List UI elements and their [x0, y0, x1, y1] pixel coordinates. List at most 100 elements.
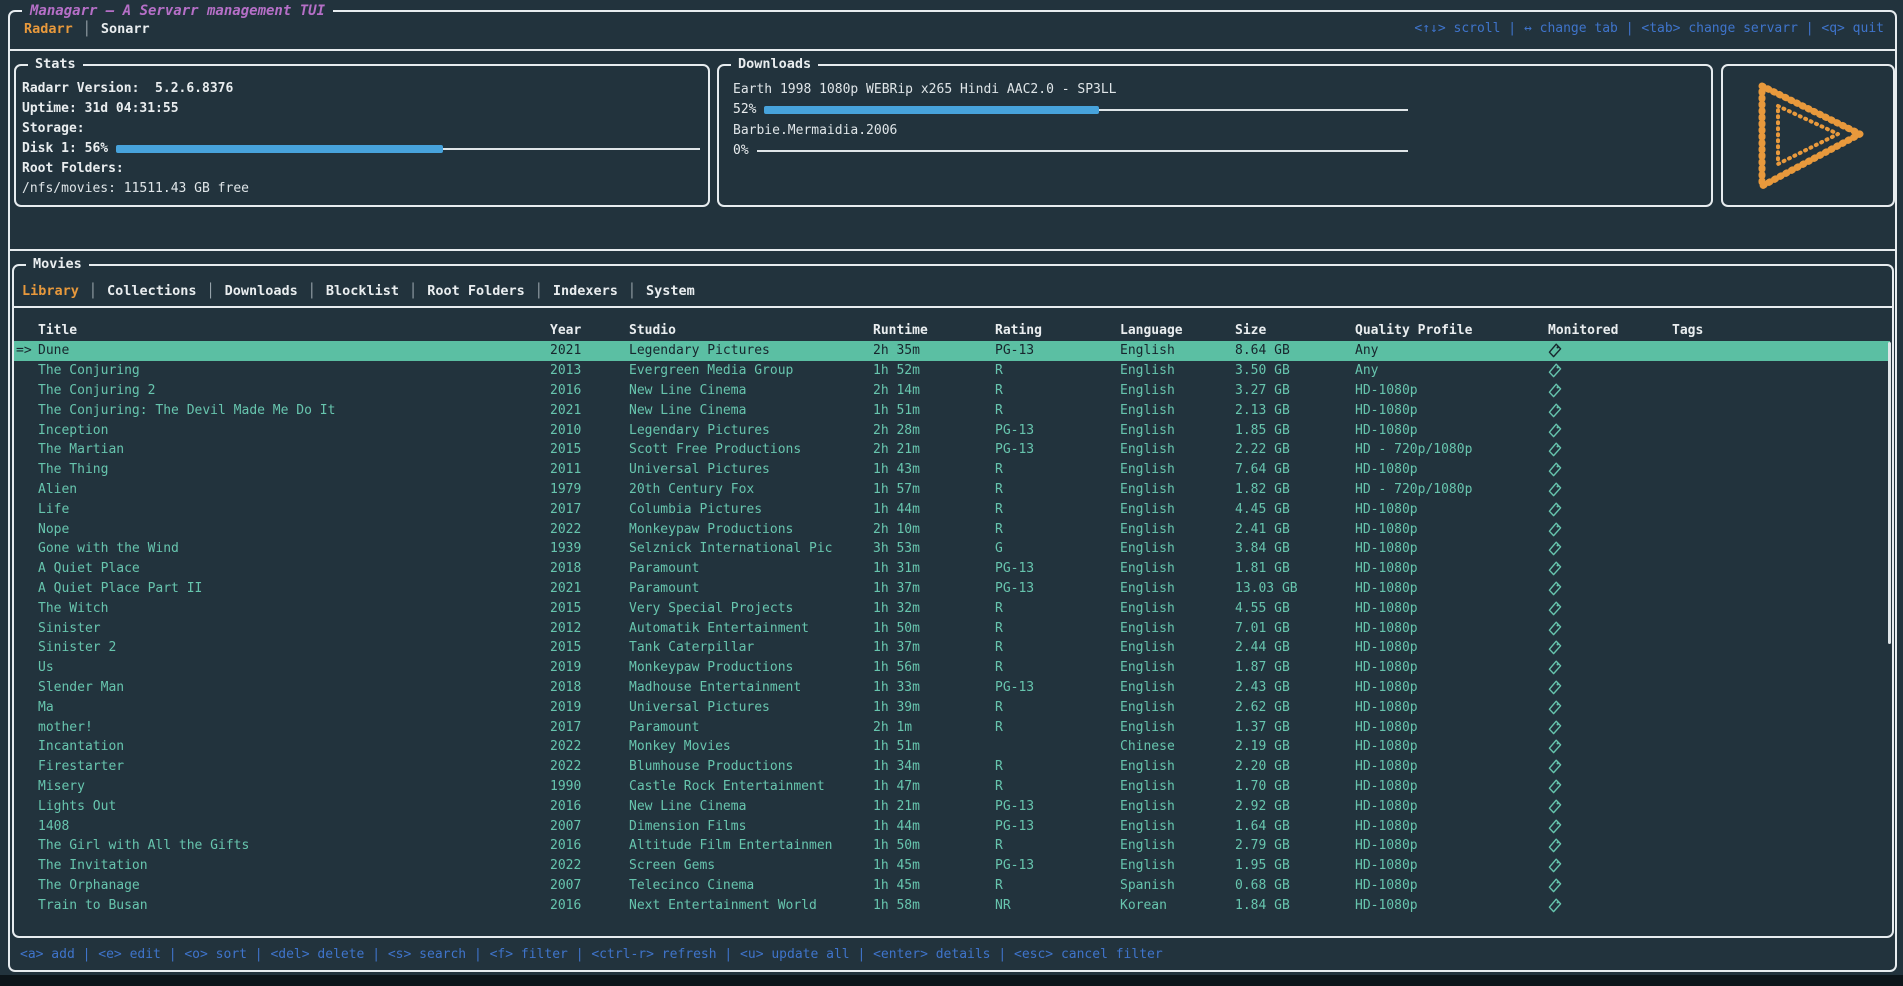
header-cell-rating: Rating	[995, 322, 1042, 338]
cell-quality_profile: HD-1080p	[1355, 422, 1418, 438]
cell-monitored	[1548, 363, 1672, 378]
downloads-panel	[717, 64, 1713, 207]
monitored-tag-icon	[1548, 363, 1562, 378]
table-scrollbar[interactable]	[1888, 342, 1891, 644]
monitored-tag-icon	[1548, 581, 1562, 596]
cell-quality_profile: HD - 720p/1080p	[1355, 481, 1473, 497]
table-row[interactable]: Sinister 2012 Automatik Entertainment 1h 50…	[14, 618, 1890, 638]
cell-rating: R	[995, 462, 1003, 478]
monitored-tag-icon	[1548, 522, 1562, 536]
table-row[interactable]: Life 2017 Columbia Pictures 1h 44m R English 4…	[14, 499, 1890, 519]
monitored-tag-icon	[1548, 779, 1562, 794]
cell-language: English	[1120, 660, 1175, 676]
table-row[interactable]: Nope 2022 Monkeypaw Productions 2h 10m R Engl…	[14, 519, 1890, 539]
tab-radarr[interactable]: Radarr	[24, 21, 73, 37]
table-row[interactable]: 1408 2007 Dimension Films 1h 44m PG-13 Englis…	[14, 816, 1890, 836]
table-row[interactable]: Ma 2019 Universal Pictures 1h 39m R English 2.…	[14, 697, 1890, 717]
table-row[interactable]: The Witch 2015 Very Special Projects 1h 32m…	[14, 598, 1890, 618]
cell-quality_profile: HD-1080p	[1355, 640, 1418, 656]
table-row[interactable]: Train to Busan 2016 Next Entertainment Wor…	[14, 895, 1890, 915]
tab-root-folders[interactable]: Root Folders	[427, 283, 525, 299]
table-row[interactable]: Misery 1990 Castle Rock Entertainment 1h 47…	[14, 777, 1890, 797]
cell-size: 2.62 GB	[1235, 699, 1290, 715]
cell-studio: Very Special Projects	[629, 600, 794, 616]
cell-rating: NR	[995, 897, 1011, 913]
table-row[interactable]: Sinister 2 2015 Tank Caterpillar 1h 37m R Eng…	[14, 638, 1890, 658]
cell-runtime: 1h 56m	[873, 660, 920, 676]
cell-studio: Scott Free Productions	[629, 442, 802, 458]
cell-runtime: 1h 32m	[873, 600, 920, 616]
cell-runtime: 1h 50m	[873, 620, 920, 636]
cell-monitored	[1548, 878, 1672, 893]
table-row[interactable]: => Dune 2021 Legendary Pictures 2h 35m PG-13 E…	[14, 341, 1890, 361]
cell-language: English	[1120, 798, 1175, 814]
tab-downloads[interactable]: Downloads	[224, 283, 298, 299]
table-row[interactable]: The Thing 2011 Universal Pictures 1h 43m R En…	[14, 460, 1890, 480]
table-row[interactable]: Alien 1979 20th Century Fox 1h 57m R English 1…	[14, 480, 1890, 500]
table-row[interactable]: The Conjuring 2 2016 New Line Cinema 2h 14m…	[14, 381, 1890, 401]
table-row[interactable]: Inception 2010 Legendary Pictures 2h 28m PG-…	[14, 420, 1890, 440]
cell-quality_profile: HD-1080p	[1355, 501, 1418, 517]
tab-collections[interactable]: Collections	[107, 283, 197, 299]
cell-quality_profile: HD-1080p	[1355, 818, 1418, 834]
cell-monitored	[1548, 462, 1672, 477]
cell-title: Life	[38, 501, 70, 517]
cell-year: 2018	[550, 561, 582, 577]
cell-title: Sinister	[38, 620, 101, 636]
tab-indexers[interactable]: Indexers	[552, 283, 618, 299]
footer-keybinds: <a> add | <e> edit | <o> sort | <del> de…	[20, 947, 1163, 962]
monitored-tag-icon	[1548, 838, 1562, 853]
cell-quality_profile: HD-1080p	[1355, 600, 1418, 616]
table-row[interactable]: A Quiet Place Part II 2021 Paramount 1h 37m…	[14, 579, 1890, 599]
table-row[interactable]: The Orphanage 2007 Telecinco Cinema 1h 45m R…	[14, 876, 1890, 896]
cell-year: 2022	[550, 858, 582, 874]
tab-library[interactable]: Library	[22, 283, 79, 299]
table-row[interactable]: Firestarter 2022 Blumhouse Productions 1h 3…	[14, 757, 1890, 777]
header-cell-language: Language	[1120, 322, 1183, 338]
tab-blocklist[interactable]: Blocklist	[325, 283, 400, 299]
monitored-tag-icon	[1548, 541, 1562, 556]
table-row[interactable]: The Conjuring 2013 Evergreen Media Group 1h…	[14, 361, 1890, 381]
cell-year: 2015	[550, 600, 582, 616]
table-row[interactable]: The Invitation 2022 Screen Gems 1h 45m PG-13…	[14, 856, 1890, 876]
monitored-tag-icon	[1548, 442, 1562, 457]
downloads-panel-title: Downloads	[731, 56, 819, 72]
cell-monitored	[1548, 423, 1672, 438]
cell-size: 2.92 GB	[1235, 798, 1290, 814]
cell-rating: R	[995, 363, 1003, 379]
cell-rating: PG-13	[995, 343, 1035, 359]
cell-runtime: 1h 44m	[873, 818, 920, 834]
monitored-tag-icon	[1548, 759, 1562, 774]
table-header-row: Title Year Studio Runtime Rating Language Size…	[14, 320, 1890, 340]
cell-title: The Orphanage	[38, 877, 140, 893]
tab-separator: │	[307, 283, 316, 299]
table-row[interactable]: Slender Man 2018 Madhouse Entertainment 1h …	[14, 678, 1890, 698]
stats-version: Radarr Version: 5.2.6.8376	[22, 81, 234, 96]
table-row[interactable]: A Quiet Place 2018 Paramount 1h 31m PG-13 Eng…	[14, 559, 1890, 579]
cell-studio: Columbia Pictures	[629, 501, 763, 517]
cell-year: 2016	[550, 382, 582, 398]
cell-year: 2021	[550, 402, 582, 418]
table-row[interactable]: Gone with the Wind 1939 Selznick Internati…	[14, 539, 1890, 559]
table-row[interactable]: The Girl with All the Gifts 2016 Altitude …	[14, 836, 1890, 856]
table-row[interactable]: The Martian 2015 Scott Free Productions 2h …	[14, 440, 1890, 460]
cell-year: 2021	[550, 580, 582, 596]
movies-tabs-divider	[14, 306, 1892, 308]
cell-monitored	[1548, 383, 1672, 398]
cell-rating: R	[995, 838, 1003, 854]
cell-title: Nope	[38, 521, 70, 537]
table-row[interactable]: The Conjuring: The Devil Made Me Do It 20…	[14, 400, 1890, 420]
cell-quality_profile: HD-1080p	[1355, 541, 1418, 557]
table-row[interactable]: Incantation 2022 Monkey Movies 1h 51m Chines…	[14, 737, 1890, 757]
cell-studio: Universal Pictures	[629, 462, 770, 478]
tab-sonarr[interactable]: Sonarr	[100, 21, 150, 37]
table-row[interactable]: mother! 2017 Paramount 2h 1m R English 1.37 GB…	[14, 717, 1890, 737]
table-row[interactable]: Us 2019 Monkeypaw Productions 1h 56m R Englis…	[14, 658, 1890, 678]
cell-title: Ma	[38, 699, 54, 715]
tab-system[interactable]: System	[646, 283, 695, 299]
monitored-tag-icon	[1548, 739, 1562, 754]
cell-size: 0.68 GB	[1235, 877, 1290, 893]
table-row[interactable]: Lights Out 2016 New Line Cinema 1h 21m PG-13…	[14, 796, 1890, 816]
cell-runtime: 1h 52m	[873, 363, 920, 379]
